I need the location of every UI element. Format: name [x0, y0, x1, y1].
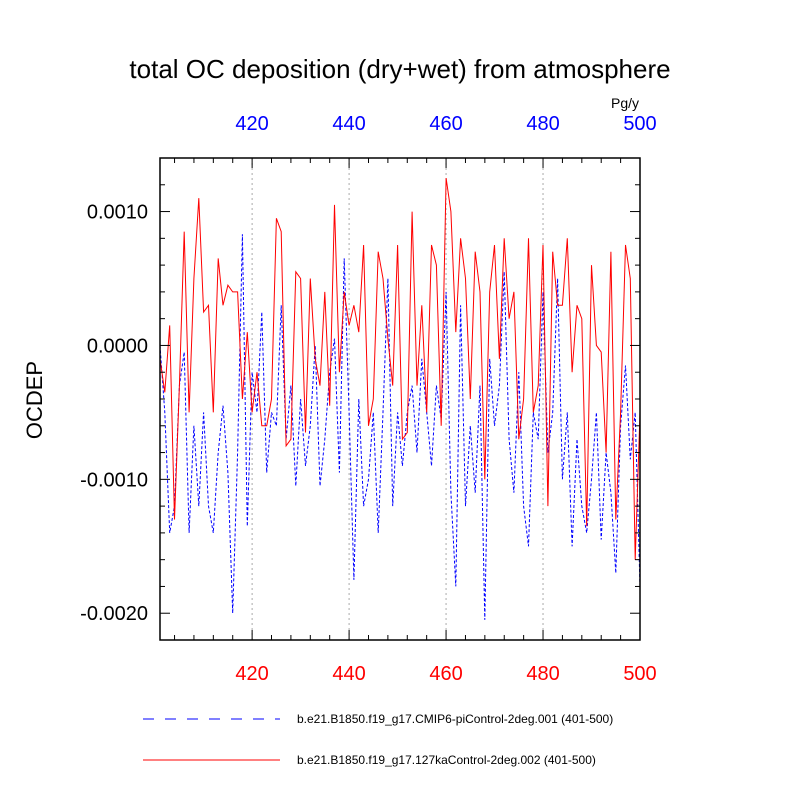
- y-tick-label: -0.0020: [80, 603, 148, 625]
- plot-frame: [159, 157, 641, 641]
- x-tick-label-top: 460: [429, 113, 462, 135]
- x-tick-label-bottom: 440: [332, 663, 365, 685]
- x-tick-label-top: 420: [235, 113, 268, 135]
- legend: b.e21.B1850.f19_g17.CMIP6-piControl-2deg…: [143, 712, 613, 767]
- x-tick-label-top: 480: [526, 113, 559, 135]
- legend-label-1: b.e21.B1850.f19_g17.CMIP6-piControl-2deg…: [297, 712, 613, 726]
- y-tick-label: 0.0000: [87, 335, 148, 357]
- x-tick-label-bottom: 420: [235, 663, 268, 685]
- chart-title: total OC deposition (dry+wet) from atmos…: [129, 54, 670, 84]
- axes-layer: 420 420 440 440 460 460 480 480 500 500 0.0010 0.00…: [80, 113, 657, 685]
- series-line-2: [159, 178, 641, 560]
- x-tick-label-bottom: 500: [623, 663, 656, 685]
- x-tick-label-bottom: 460: [429, 663, 462, 685]
- x-tick-label-top: 500: [623, 113, 656, 135]
- legend-label-2: b.e21.B1850.f19_g17.127kaControl-2deg.00…: [297, 753, 596, 767]
- y-tick-label: -0.0010: [80, 469, 148, 491]
- series-layer: [159, 178, 641, 620]
- series-line-1: [159, 234, 641, 620]
- y-axis-label: OCDEP: [22, 361, 47, 439]
- y-tick-label: 0.0010: [87, 202, 148, 224]
- units-label: Pg/y: [611, 95, 639, 111]
- x-tick-label-bottom: 480: [526, 663, 559, 685]
- x-tick-label-top: 440: [332, 113, 365, 135]
- gridlines: [251, 158, 544, 640]
